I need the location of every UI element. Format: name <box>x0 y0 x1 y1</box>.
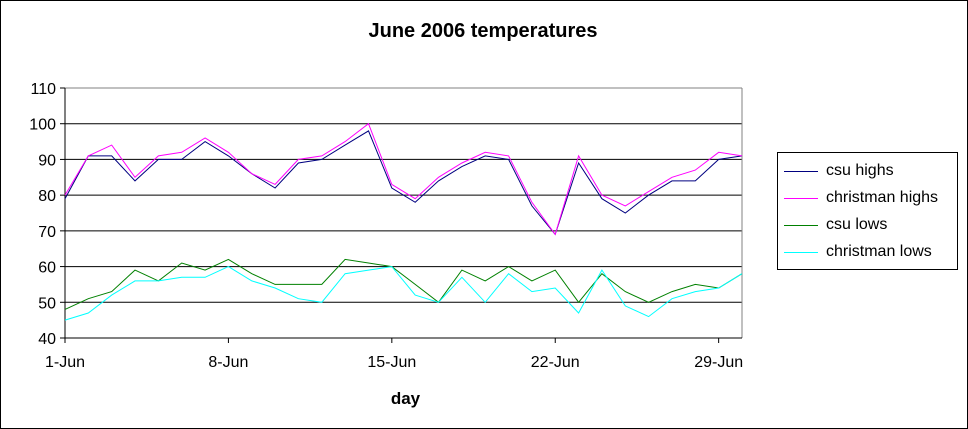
y-tick-label: 60 <box>38 260 56 277</box>
legend-swatch <box>784 171 818 172</box>
legend-label: csu lows <box>826 216 888 233</box>
series-line-christman-lows <box>64 266 743 321</box>
x-axis-label: day <box>391 389 421 408</box>
y-tick-label: 40 <box>38 331 56 348</box>
y-tick-label: 70 <box>38 224 56 241</box>
legend-swatch <box>784 198 818 199</box>
y-tick-label: 90 <box>38 152 56 169</box>
chart-title: June 2006 temperatures <box>368 20 598 42</box>
legend-label: christman lows <box>826 243 932 260</box>
series-line-christman-highs <box>64 122 743 236</box>
chart-legend: csu highs christman highs csu lows christma… <box>777 152 958 270</box>
legend-label: christman highs <box>826 189 939 206</box>
x-tick-label: 22-Jun <box>531 354 580 371</box>
legend-swatch <box>784 252 818 253</box>
y-tick-label: 100 <box>29 117 56 134</box>
legend-label: csu highs <box>826 162 894 179</box>
y-tick-label: 110 <box>30 81 56 98</box>
y-tick-label: 80 <box>38 188 56 205</box>
x-tick-label: 15-Jun <box>367 354 416 371</box>
y-tick-label: 50 <box>38 295 56 312</box>
series-line-csu-highs <box>64 130 743 236</box>
legend-swatch <box>784 225 818 226</box>
x-tick-label: 29-Jun <box>694 354 743 371</box>
series-line-csu-lows <box>64 258 743 310</box>
x-tick-label: 8-Jun <box>208 354 248 371</box>
x-tick-label: 1-Jun <box>45 354 85 371</box>
